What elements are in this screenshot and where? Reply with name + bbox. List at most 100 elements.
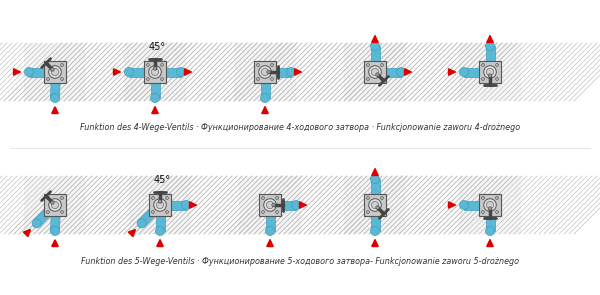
Circle shape <box>161 63 163 66</box>
Circle shape <box>482 211 484 214</box>
Circle shape <box>368 66 382 78</box>
Bar <box>44 194 66 216</box>
Bar <box>479 61 501 83</box>
Circle shape <box>257 63 259 66</box>
Bar <box>44 61 66 83</box>
Circle shape <box>496 196 499 199</box>
Text: 45°: 45° <box>154 176 170 185</box>
Bar <box>364 194 386 216</box>
Polygon shape <box>371 46 380 72</box>
Bar <box>254 61 276 83</box>
Circle shape <box>47 196 49 199</box>
Circle shape <box>161 78 163 81</box>
Circle shape <box>380 211 383 214</box>
Circle shape <box>260 94 269 102</box>
Polygon shape <box>485 46 494 72</box>
Circle shape <box>371 227 380 235</box>
Circle shape <box>146 63 149 66</box>
Bar <box>479 194 501 216</box>
Bar <box>234 43 296 101</box>
Circle shape <box>49 66 61 78</box>
Circle shape <box>152 211 154 214</box>
Circle shape <box>259 66 271 78</box>
Circle shape <box>484 199 496 211</box>
Bar <box>24 176 86 234</box>
Circle shape <box>266 201 274 209</box>
Polygon shape <box>270 201 296 209</box>
Circle shape <box>182 201 191 209</box>
Circle shape <box>125 68 133 76</box>
Circle shape <box>485 227 494 235</box>
Circle shape <box>146 78 149 81</box>
Polygon shape <box>371 205 380 231</box>
Bar <box>239 176 301 234</box>
Text: 45°: 45° <box>148 42 166 53</box>
Circle shape <box>52 201 59 209</box>
Circle shape <box>176 68 185 76</box>
Circle shape <box>482 63 484 66</box>
Circle shape <box>262 68 269 76</box>
Circle shape <box>482 78 484 81</box>
Circle shape <box>484 66 496 78</box>
Circle shape <box>61 63 64 66</box>
Circle shape <box>367 211 370 214</box>
Circle shape <box>496 63 499 66</box>
Bar <box>459 176 521 234</box>
Circle shape <box>166 196 169 199</box>
Bar <box>149 194 171 216</box>
Polygon shape <box>151 72 160 98</box>
Circle shape <box>50 94 59 102</box>
Bar <box>24 43 86 101</box>
Polygon shape <box>29 68 55 76</box>
Polygon shape <box>485 205 494 231</box>
Circle shape <box>61 78 64 81</box>
Polygon shape <box>129 68 155 76</box>
Circle shape <box>50 227 59 235</box>
Circle shape <box>152 196 154 199</box>
Circle shape <box>376 206 379 209</box>
Circle shape <box>32 219 41 228</box>
Polygon shape <box>155 205 164 231</box>
Circle shape <box>292 201 301 209</box>
Circle shape <box>482 196 484 199</box>
Polygon shape <box>464 201 490 209</box>
Circle shape <box>151 68 158 76</box>
Circle shape <box>153 67 157 70</box>
Circle shape <box>371 68 379 76</box>
Circle shape <box>371 175 380 183</box>
Circle shape <box>371 42 380 50</box>
Circle shape <box>380 78 383 81</box>
Circle shape <box>61 196 64 199</box>
Circle shape <box>47 211 49 214</box>
Circle shape <box>149 66 161 78</box>
Polygon shape <box>160 201 186 209</box>
Circle shape <box>61 211 64 214</box>
Circle shape <box>271 63 274 66</box>
Circle shape <box>488 207 492 210</box>
Circle shape <box>166 211 169 214</box>
Circle shape <box>380 63 383 66</box>
Bar <box>364 61 386 83</box>
Circle shape <box>367 196 370 199</box>
Circle shape <box>485 42 494 50</box>
Circle shape <box>151 94 160 102</box>
Circle shape <box>460 68 469 76</box>
Circle shape <box>376 73 379 76</box>
Circle shape <box>157 201 164 209</box>
Circle shape <box>264 199 277 211</box>
Polygon shape <box>155 68 181 76</box>
Bar <box>344 176 406 234</box>
Circle shape <box>265 227 275 235</box>
Circle shape <box>496 211 499 214</box>
Circle shape <box>52 68 59 76</box>
Circle shape <box>371 201 379 209</box>
Bar <box>344 43 406 101</box>
Circle shape <box>272 203 275 207</box>
Circle shape <box>367 78 370 81</box>
Circle shape <box>380 196 383 199</box>
Polygon shape <box>50 205 59 231</box>
Circle shape <box>397 68 406 76</box>
Text: Funktion des 4-Wege-Ventils · Функционирование 4-ходового затвора · Funkcjonowan: Funktion des 4-Wege-Ventils · Функционир… <box>80 124 520 132</box>
Circle shape <box>262 211 265 214</box>
Bar <box>259 194 281 216</box>
